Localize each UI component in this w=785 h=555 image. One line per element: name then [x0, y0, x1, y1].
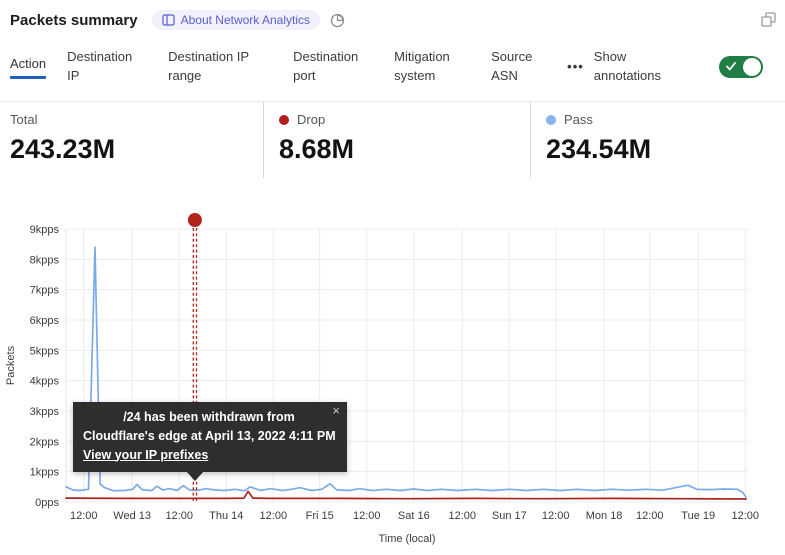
about-network-analytics-badge[interactable]: About Network Analytics: [151, 10, 320, 30]
stat-pass-label: Pass: [564, 112, 593, 127]
stat-total: Total 243.23M: [0, 102, 263, 178]
svg-text:12:00: 12:00: [732, 510, 760, 522]
dimension-tabs: Action Destination IP Destination IP ran…: [10, 42, 777, 92]
show-annotations-label: Show annotations: [593, 49, 662, 83]
svg-text:12:00: 12:00: [353, 510, 381, 522]
summary-stats: Total 243.23M Drop 8.68M Pass 234.54M: [0, 101, 785, 178]
svg-text:9kpps: 9kpps: [30, 224, 60, 236]
svg-text:3kpps: 3kpps: [30, 406, 60, 418]
svg-text:Sat 16: Sat 16: [398, 510, 430, 522]
badge-label: About Network Analytics: [180, 13, 310, 27]
tab-action[interactable]: Action: [10, 55, 47, 80]
more-tabs-icon[interactable]: •••: [567, 59, 584, 75]
tab-source-asn[interactable]: Source ASN: [491, 49, 533, 83]
svg-text:Wed 13: Wed 13: [113, 510, 151, 522]
svg-text:Mon 18: Mon 18: [586, 510, 623, 522]
svg-text:Sun 17: Sun 17: [492, 510, 527, 522]
svg-text:4kpps: 4kpps: [30, 376, 60, 388]
svg-text:12:00: 12:00: [260, 510, 288, 522]
svg-text:12:00: 12:00: [636, 510, 664, 522]
svg-text:12:00: 12:00: [70, 510, 98, 522]
stat-total-value: 243.23M: [10, 134, 116, 164]
view-ip-prefixes-link[interactable]: View your IP prefixes: [83, 447, 209, 462]
svg-text:1kpps: 1kpps: [30, 467, 60, 479]
stat-pass-value: 234.54M: [546, 134, 652, 164]
svg-text:7kpps: 7kpps: [30, 285, 60, 297]
annotation-marker-dot[interactable]: [187, 213, 202, 227]
svg-text:Thu 14: Thu 14: [209, 510, 243, 522]
book-icon: [161, 14, 175, 26]
stat-drop-value: 8.68M: [279, 134, 355, 164]
svg-text:12:00: 12:00: [542, 510, 570, 522]
panel-header: Packets summary About Network Analytics: [10, 6, 777, 34]
page-title: Packets summary: [10, 11, 138, 29]
tab-destination-ip-range[interactable]: Destination IP range: [168, 49, 249, 83]
tab-destination-ip[interactable]: Destination IP: [67, 49, 133, 83]
svg-text:Tue 19: Tue 19: [681, 510, 715, 522]
stat-drop: Drop 8.68M: [263, 102, 530, 178]
close-icon[interactable]: ×: [332, 403, 340, 418]
pass-dot-icon: [546, 114, 556, 125]
tooltip-line1: /24 has been withdrawn from: [123, 410, 295, 424]
tooltip-arrow: [186, 471, 204, 482]
open-in-new-window-icon[interactable]: [761, 12, 777, 28]
stat-drop-label: Drop: [297, 112, 326, 127]
tab-destination-port[interactable]: Destination port: [293, 49, 359, 83]
svg-text:6kpps: 6kpps: [30, 315, 60, 327]
drop-line: [65, 490, 747, 500]
time-period-icon[interactable]: [330, 13, 345, 28]
toggle-knob: [743, 58, 761, 76]
tab-mitigation-system[interactable]: Mitigation system: [394, 49, 450, 83]
stat-pass: Pass 234.54M: [530, 102, 785, 178]
svg-text:2kpps: 2kpps: [30, 436, 60, 448]
svg-text:8kpps: 8kpps: [30, 254, 60, 266]
stat-total-label: Total: [10, 112, 38, 127]
annotation-tooltip: × /24 has been withdrawn from Cloudflare…: [73, 402, 347, 482]
tooltip-line2: Cloudflare's edge at April 13, 2022 4:11…: [83, 428, 336, 443]
packets-time-series-chart: 0pps 1kpps 2kpps 3kpps 4kpps 5kpps 6kpps 7kpps 8…: [5, 213, 760, 545]
svg-text:0pps: 0pps: [35, 497, 59, 509]
svg-text:12:00: 12:00: [165, 510, 193, 522]
svg-text:Packets: Packets: [5, 345, 17, 385]
svg-text:12:00: 12:00: [448, 510, 476, 522]
show-annotations-toggle[interactable]: [719, 56, 763, 78]
svg-text:Fri 15: Fri 15: [306, 510, 334, 522]
check-icon: [726, 62, 736, 71]
drop-dot-icon: [279, 114, 289, 125]
svg-text:Time (local): Time (local): [378, 533, 435, 545]
svg-text:5kpps: 5kpps: [30, 345, 60, 357]
pass-line: [65, 246, 747, 499]
